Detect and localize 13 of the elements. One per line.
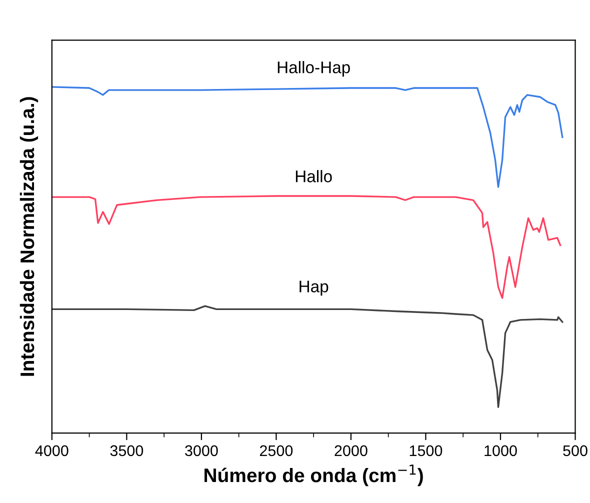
series-label: Hap xyxy=(300,280,328,296)
x-tick-label: 3000 xyxy=(185,445,218,456)
x-tick-label: 1000 xyxy=(484,445,517,456)
series-label: Hallo xyxy=(296,170,332,182)
x-tick-label: 500 xyxy=(563,445,588,456)
x-tick-label: 4000 xyxy=(35,445,68,456)
y-axis-title: Intensidade Normalizada (u.a.) xyxy=(20,97,38,376)
x-tick-label: 1500 xyxy=(410,445,442,456)
x-tick-label: 2000 xyxy=(334,445,368,456)
x-axis-title: Número de onda (cm$^{−1}$) xyxy=(204,464,423,486)
x-tick-label: 2500 xyxy=(260,445,293,456)
x-tick-label: 3500 xyxy=(110,445,144,456)
series-label: Hallo-Hap xyxy=(278,61,350,77)
